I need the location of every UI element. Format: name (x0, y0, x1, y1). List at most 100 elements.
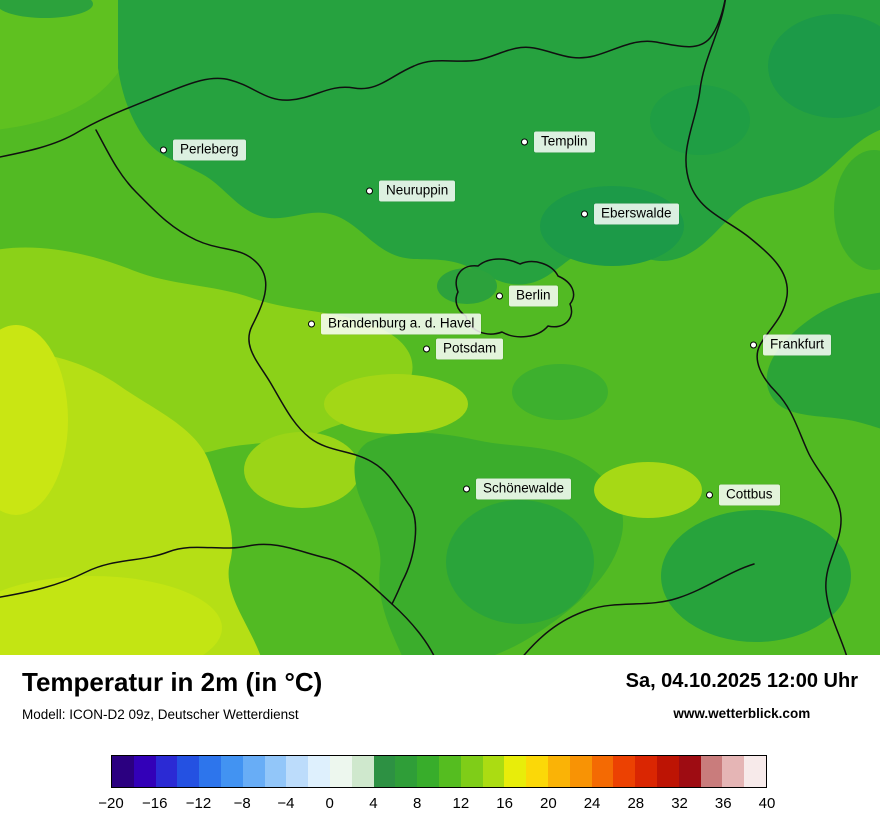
temp-region-nw-light (0, 0, 149, 130)
legend-segment (220, 756, 243, 787)
legend-segment (482, 756, 505, 787)
legend-tick-label: 8 (412, 795, 422, 812)
legend-bar (111, 755, 767, 788)
city-marker-berlin: Berlin (496, 285, 558, 307)
city-label: Frankfurt (763, 334, 832, 356)
temp-region-north-darker-3 (650, 85, 750, 155)
legend-segment (242, 756, 265, 787)
legend-segment (373, 756, 396, 787)
legend-tick-label: −8 (233, 795, 251, 812)
legend-segment (351, 756, 374, 787)
legend-segment (286, 756, 309, 787)
legend-tick-label: 20 (539, 795, 557, 812)
city-marker-frankfurt: Frankfurt (750, 334, 832, 356)
city-marker-neuruppin: Neuruppin (366, 180, 456, 202)
city-marker-brandenburg-havel: Brandenburg a. d. Havel (308, 313, 482, 335)
city-label: Brandenburg a. d. Havel (321, 313, 482, 335)
legend-segment (264, 756, 287, 787)
city-marker-potsdam: Potsdam (423, 338, 504, 360)
city-marker-perleberg: Perleberg (160, 139, 246, 161)
model-info: Modell: ICON-D2 09z, Deutscher Wetterdie… (22, 707, 299, 722)
legend-tick-label: 12 (452, 795, 470, 812)
legend-segment (438, 756, 461, 787)
temp-region-se-dark (661, 510, 851, 642)
legend-segment (526, 756, 548, 787)
border-south (523, 563, 755, 655)
legend-segment (678, 756, 701, 787)
city-label: Perleberg (173, 139, 246, 161)
info-panel: Temperatur in 2m (in °C) Modell: ICON-D2… (0, 655, 880, 830)
legend-segment (504, 756, 527, 787)
city-dot (750, 341, 757, 349)
city-dot (463, 485, 470, 493)
city-dot (706, 491, 713, 499)
legend-segment (329, 756, 352, 787)
city-marker-eberswalde: Eberswalde (581, 203, 679, 225)
legend-tick-label: −4 (277, 795, 295, 812)
legend-segment (635, 756, 657, 787)
temp-region-mid-accent (512, 364, 608, 420)
city-dot (496, 292, 503, 300)
legend-tick-label: 16 (496, 795, 513, 812)
legend-segment (112, 756, 134, 787)
legend-tick-label: −20 (98, 795, 124, 812)
legend-segment (569, 756, 592, 787)
legend-segment (547, 756, 570, 787)
city-label: Schönewalde (476, 478, 572, 500)
map-area: Perleberg Templin Neuruppin Eberswalde Berli… (0, 0, 880, 655)
legend-tick-label: 28 (627, 795, 645, 812)
legend-segment (133, 756, 156, 787)
valid-datetime: Sa, 04.10.2025 12:00 Uhr (625, 670, 858, 692)
city-label: Cottbus (719, 484, 780, 506)
legend-segment (417, 756, 439, 787)
city-label: Potsdam (436, 338, 504, 360)
temperature-legend: −20 −16 −12 −8 −4 0 4 8 12 16 20 24 28 32 36 40 (98, 755, 775, 817)
temp-region-south-dark-core (446, 500, 594, 624)
temp-region-north-darker-2 (768, 14, 880, 118)
page-title: Temperatur in 2m (in °C) (22, 667, 323, 697)
legend-segment (199, 756, 221, 787)
city-dot (160, 146, 167, 154)
city-dot (366, 187, 373, 195)
legend-tick-label: −16 (141, 795, 168, 812)
temperature-map-svg (0, 0, 880, 655)
datetime-block: Sa, 04.10.2025 12:00 Uhr www.wetterblick… (626, 670, 858, 721)
temp-region-north-dark (118, 0, 880, 285)
legend-segment (700, 756, 723, 787)
legend-tick-label: 40 (758, 795, 776, 812)
city-marker-templin: Templin (521, 131, 595, 153)
legend-tick-label: 0 (325, 795, 334, 812)
legend-segment (744, 756, 766, 787)
city-marker-cottbus: Cottbus (706, 484, 780, 506)
legend-tick-label: 24 (583, 795, 601, 812)
city-dot (581, 210, 588, 218)
border-west (95, 129, 417, 605)
legend-segment (395, 756, 418, 787)
temperature-field (0, 0, 880, 655)
legend-segment (656, 756, 679, 787)
website-url: www.wetterblick.com (673, 706, 811, 721)
temp-region-sw-pale (0, 576, 222, 655)
temp-region-nw-dark-spot (0, 0, 93, 18)
border-southwest (0, 543, 435, 655)
city-dot (521, 138, 528, 146)
city-label: Berlin (509, 285, 558, 307)
temp-region-east-edge (834, 150, 880, 270)
legend-segment (460, 756, 483, 787)
legend-tick-label: 32 (671, 795, 688, 812)
city-label: Eberswalde (594, 203, 679, 225)
city-dot (308, 320, 315, 328)
temp-region-west-pale (0, 325, 68, 515)
legend-ticks: −20 −16 −12 −8 −4 0 4 8 12 16 20 24 28 32 36 40 (98, 795, 775, 817)
border-north (0, 0, 726, 158)
state-borders (0, 0, 848, 655)
legend-tick-label: 36 (714, 795, 732, 812)
legend-segment (155, 756, 178, 787)
legend-segment (722, 756, 745, 787)
city-layer: Perleberg Templin Neuruppin Eberswalde Berli… (160, 131, 832, 506)
city-label: Templin (534, 131, 595, 153)
legend-tick-label: −12 (185, 795, 212, 812)
temp-region-center-yellowgreen-2 (244, 432, 360, 508)
city-dot (423, 345, 430, 353)
city-marker-schoenewalde: Schönewalde (463, 478, 572, 500)
